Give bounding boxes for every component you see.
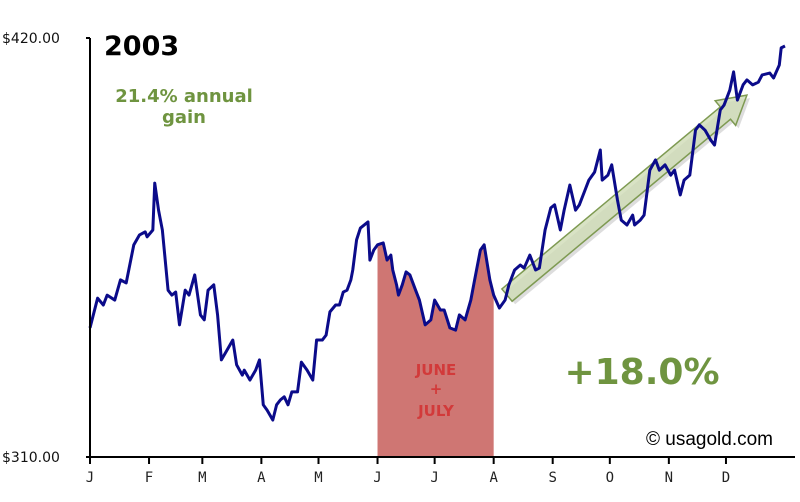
x-tick-label: D	[722, 470, 730, 486]
june-july-shaded-area	[377, 242, 494, 457]
copyright-text: © usagold.com	[646, 429, 773, 450]
x-tick-label: J	[86, 470, 94, 486]
x-tick-label: M	[314, 470, 322, 486]
chart-title: 2003	[104, 31, 179, 62]
y-tick-label-min: $310.00	[2, 450, 60, 466]
period-label-plus: +	[430, 380, 443, 398]
period-label-july: JULY	[417, 402, 455, 420]
x-tick-label: M	[198, 470, 206, 486]
x-tick-label: N	[665, 470, 673, 486]
period-label-june: JUNE	[415, 361, 457, 379]
x-tick-label: A	[489, 470, 498, 486]
trend-arrow	[500, 94, 749, 303]
y-tick-label-max: $420.00	[2, 31, 60, 47]
price-line	[88, 44, 786, 422]
x-tick-label: O	[606, 470, 614, 486]
x-tick-label: J	[373, 470, 381, 486]
x-tick-label: S	[548, 470, 556, 486]
x-tick-label: A	[257, 470, 266, 486]
x-tick-label: J	[430, 470, 438, 486]
annual-gain-label: 21.4% annual	[115, 86, 253, 107]
annual-gain-label-2: gain	[162, 107, 206, 128]
x-tick-label: F	[145, 470, 153, 486]
period-gain-label: +18.0%	[564, 352, 719, 393]
